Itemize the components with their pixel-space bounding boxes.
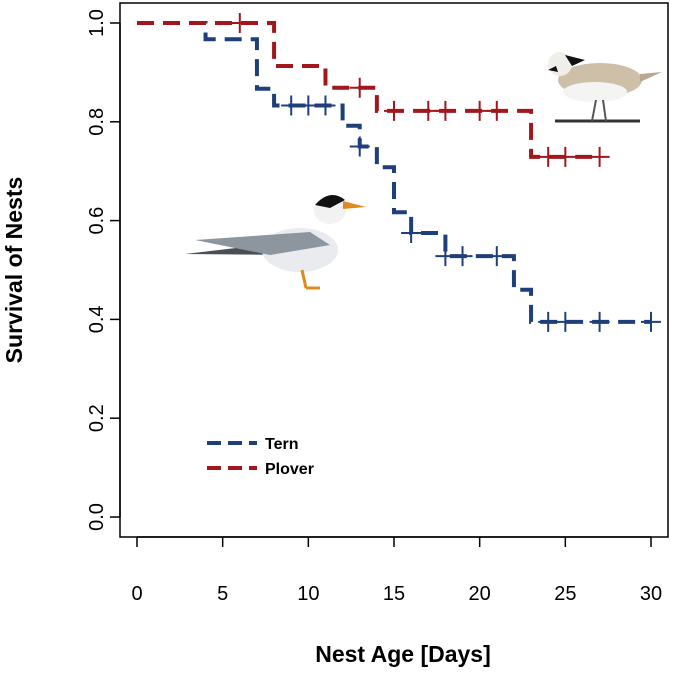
x-tick-label: 5 xyxy=(217,583,228,605)
plover-illustration xyxy=(548,52,662,123)
censor-mark xyxy=(452,246,473,267)
censor-mark xyxy=(418,100,439,121)
x-tick-label: 15 xyxy=(383,583,405,605)
censor-mark xyxy=(401,222,422,243)
legend-label: Plover xyxy=(265,461,314,478)
censor-mark xyxy=(469,100,490,121)
censor-mark xyxy=(298,95,319,116)
censor-mark xyxy=(555,311,576,332)
censor-mark xyxy=(229,13,250,33)
censor-mark xyxy=(435,246,456,267)
x-tick-label: 10 xyxy=(297,583,319,605)
censor-mark xyxy=(589,311,610,332)
y-tick-label: 0.0 xyxy=(86,503,108,531)
y-tick-label: 0.6 xyxy=(86,207,108,235)
censor-mark xyxy=(349,77,370,98)
censor-mark xyxy=(641,311,661,332)
censor-mark xyxy=(538,146,559,167)
legend-label: Tern xyxy=(265,436,298,453)
censor-mark xyxy=(315,95,336,116)
y-tick-label: 0.8 xyxy=(86,108,108,136)
x-axis-title: Nest Age [Days] xyxy=(315,641,491,667)
survival-curve xyxy=(137,21,651,324)
y-axis-title: Survival of Nests xyxy=(1,177,27,364)
x-tick-label: 20 xyxy=(469,583,491,605)
censor-mark xyxy=(435,100,456,121)
censor-mark xyxy=(589,146,610,167)
tern-illustration xyxy=(185,195,366,290)
x-tick-label: 25 xyxy=(554,583,576,605)
y-tick-label: 1.0 xyxy=(86,9,108,37)
censor-mark xyxy=(486,246,507,267)
censor-mark xyxy=(281,95,302,116)
censor-mark xyxy=(538,311,559,332)
x-tick-label: 0 xyxy=(131,583,142,605)
censor-mark xyxy=(555,146,576,167)
y-tick-label: 0.2 xyxy=(86,404,108,432)
survival-curve xyxy=(137,21,600,159)
x-tick-label: 30 xyxy=(640,583,662,605)
censor-mark xyxy=(384,100,404,121)
censor-mark xyxy=(486,100,507,121)
y-tick-label: 0.4 xyxy=(86,305,108,333)
censor-mark xyxy=(349,136,370,157)
